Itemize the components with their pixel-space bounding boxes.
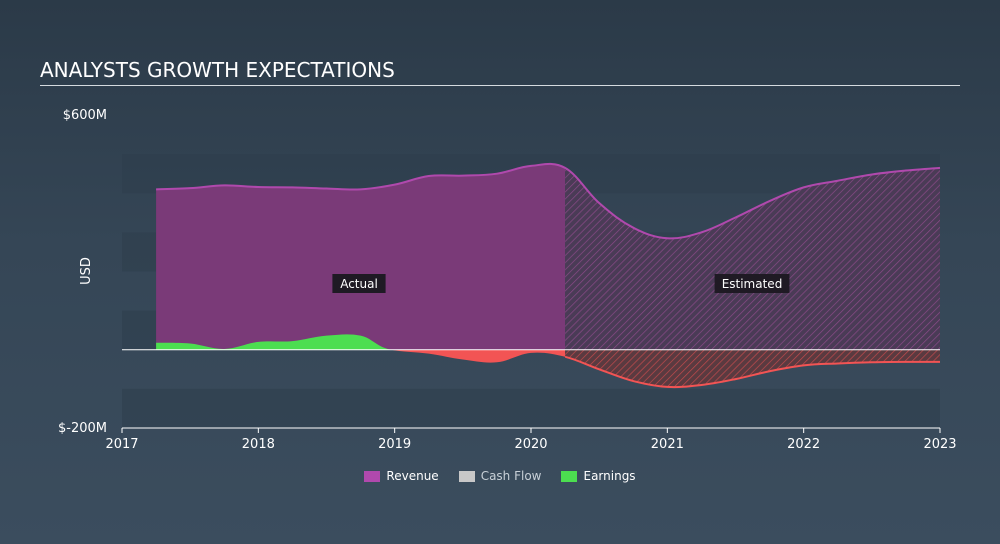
- x-tick-label: 2023: [923, 437, 956, 452]
- legend-item-earnings[interactable]: Earnings: [561, 469, 636, 483]
- actual-tag-text: Actual: [340, 277, 378, 291]
- earnings-area-negative: [156, 349, 566, 363]
- legend-item-cashflow[interactable]: Cash Flow: [458, 469, 542, 483]
- legend-label-earnings: Earnings: [583, 469, 636, 483]
- earnings-line-estimated: [565, 355, 941, 389]
- chart-title: ANALYSTS GROWTH EXPECTATIONS: [40, 58, 395, 82]
- legend-label-revenue: Revenue: [386, 469, 439, 483]
- cashflow-swatch-icon: [458, 470, 475, 482]
- revenue-line: [156, 162, 941, 240]
- estimated-tag-text: Estimated: [722, 277, 783, 291]
- earnings-area-positive: [156, 334, 566, 350]
- title-divider: [40, 85, 960, 86]
- y-tick-label-bottom: $-200M: [58, 421, 107, 436]
- x-tick-label: 2019: [378, 437, 411, 452]
- legend: Revenue Cash Flow Earnings: [0, 469, 1000, 483]
- x-tick-label: 2018: [242, 437, 275, 452]
- actual-tag: Actual: [332, 274, 386, 293]
- x-tick-label: 2020: [514, 437, 547, 452]
- earnings-swatch-icon: [561, 470, 578, 482]
- estimated-tag: Estimated: [714, 274, 790, 293]
- revenue-swatch-icon: [364, 470, 381, 482]
- y-axis-label: USD: [79, 257, 94, 285]
- legend-label-cashflow: Cash Flow: [480, 469, 542, 483]
- legend-item-revenue[interactable]: Revenue: [364, 469, 439, 483]
- revenue-area-actual: [156, 163, 566, 350]
- estimated-tag-box: [714, 274, 790, 293]
- grid-band: [122, 388, 940, 428]
- earnings-area-estimated: [565, 349, 940, 388]
- actual-tag-box: [332, 274, 386, 293]
- x-tick-label: 2022: [787, 437, 820, 452]
- revenue-area-estimated: [565, 167, 940, 350]
- x-tick-label: 2021: [651, 437, 684, 452]
- y-tick-label-top: $600M: [63, 108, 107, 123]
- x-tick-label: 2017: [105, 437, 138, 452]
